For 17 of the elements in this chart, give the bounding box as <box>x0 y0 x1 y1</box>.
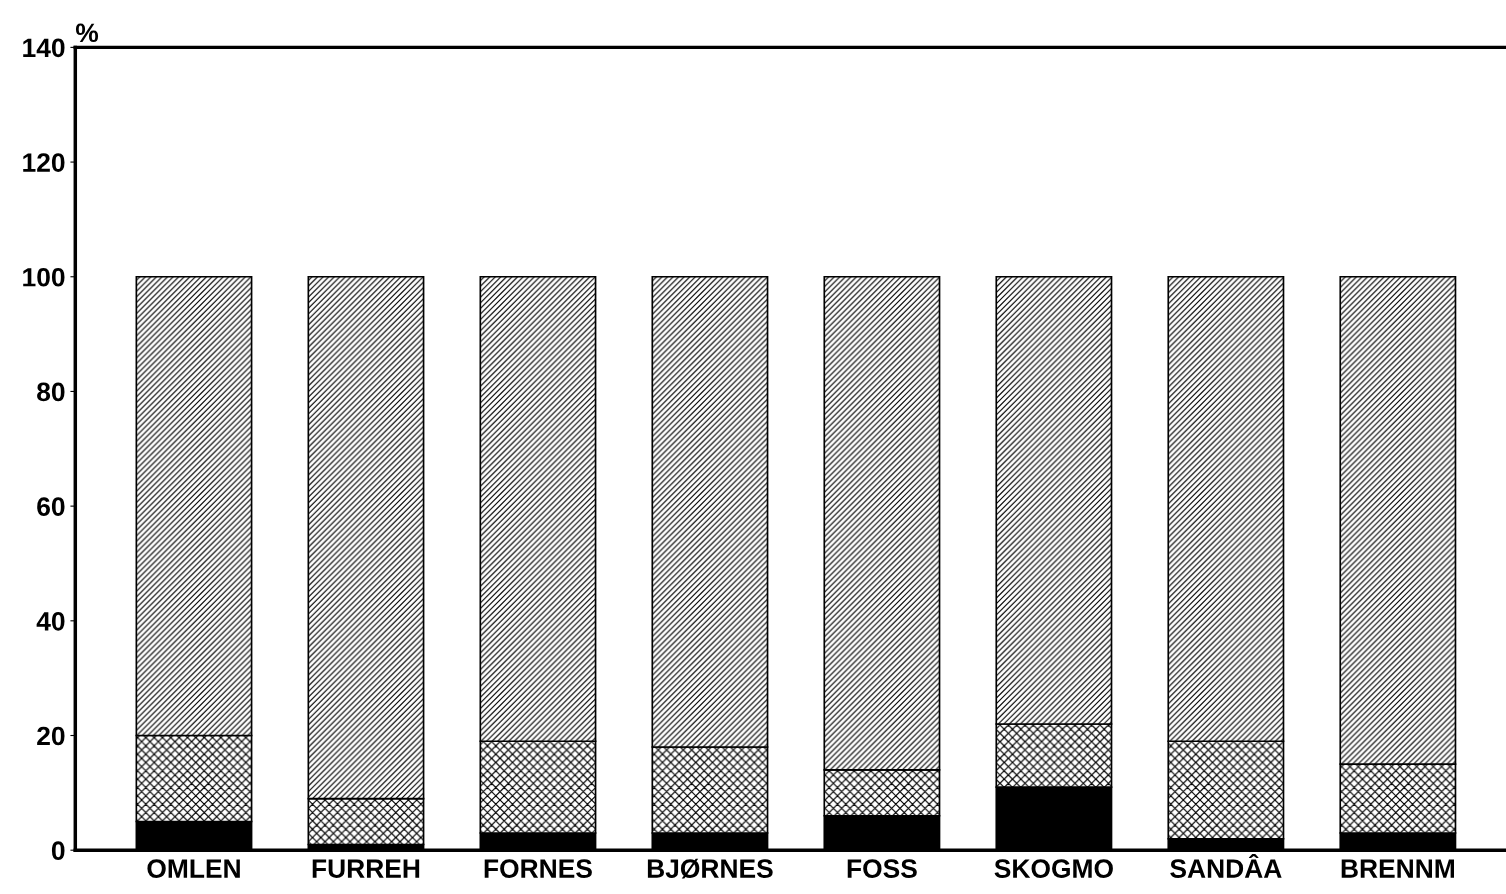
x-tick-label: FORNES <box>484 859 592 878</box>
x-tick-label: SKOGMO <box>994 859 1113 878</box>
x-tick-label: FOSS <box>847 859 917 878</box>
y-tick-label: 40 <box>36 611 65 631</box>
y-tick-label: 0 <box>51 841 65 861</box>
x-tick-label: SANDÂA <box>1170 854 1282 878</box>
x-tick-label: BJØRNES <box>647 858 773 879</box>
x-tick-label: BRENNM <box>1341 859 1454 878</box>
y-tick-label: 20 <box>37 726 65 746</box>
x-tick-label: FURREH <box>312 859 420 878</box>
y-tick-label: 60 <box>37 497 65 516</box>
y-tick-label: 120 <box>23 153 65 172</box>
y-tick-label: 100 <box>23 267 65 287</box>
x-tick-label: OMLEN <box>147 859 240 878</box>
y-tick-label: 140 <box>23 38 65 58</box>
y-axis-title: % <box>75 23 99 43</box>
y-tick-label: 80 <box>37 382 65 402</box>
